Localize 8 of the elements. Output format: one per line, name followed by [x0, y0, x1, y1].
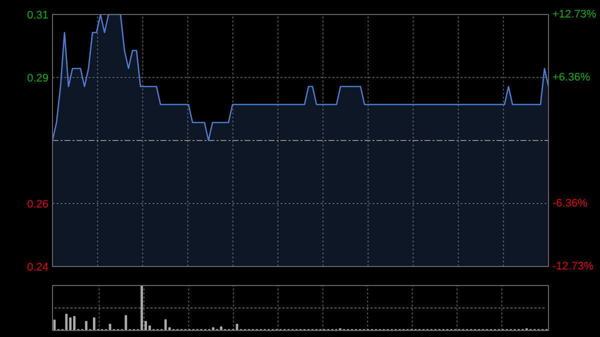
y2-tick-label: -6.36% [552, 197, 588, 210]
y2-tick-label: +6.36% [552, 72, 590, 84]
y2-tick-label: +12.73% [552, 8, 596, 20]
y-tick-label: 0.26 [27, 198, 49, 210]
y2-tick-label: -12.73% [552, 260, 594, 272]
y-tick-label: 0.24 [27, 262, 49, 274]
y-tick-label: 0.29 [27, 72, 49, 84]
y-tick-label: 0.31 [27, 10, 49, 22]
